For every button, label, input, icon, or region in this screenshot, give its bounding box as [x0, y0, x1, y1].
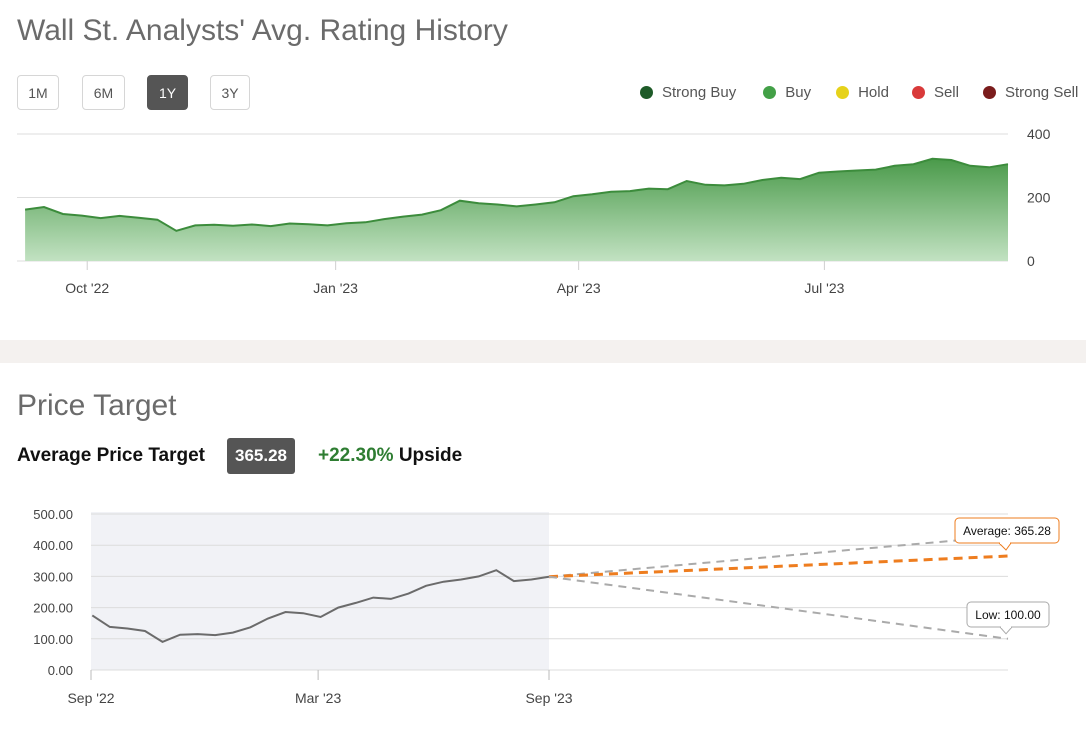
hold-dot-icon	[836, 86, 850, 99]
x-tick-label: Sep '22	[67, 690, 114, 706]
label-pointer	[998, 626, 1014, 635]
label-pointer-mask	[1000, 541, 1010, 544]
y-tick-label: 300.00	[33, 569, 73, 584]
legend-hold[interactable]: Hold	[836, 84, 889, 101]
x-tick-label: Oct '22	[65, 280, 109, 296]
y-tick-label: 400	[1027, 126, 1051, 142]
range-button-1y[interactable]: 1Y	[147, 75, 188, 110]
upside-text: +22.30% Upside	[318, 445, 462, 467]
legend-label: Sell	[933, 84, 959, 101]
upside-percent: +22.30%	[318, 445, 394, 466]
x-tick-label: Sep '23	[525, 690, 572, 706]
rating-history-title: Wall St. Analysts' Avg. Rating History	[17, 14, 508, 47]
average-target-text: Average: 365.28	[963, 524, 1051, 538]
range-button-1m[interactable]: 1M	[17, 75, 59, 110]
y-tick-label: 0	[1027, 253, 1035, 269]
price-history-line	[91, 569, 550, 644]
strong-sell-dot-icon	[982, 86, 996, 99]
average-price-target-value: 365.28	[227, 438, 295, 474]
average-price-target-label: Average Price Target	[17, 445, 205, 466]
legend-label: Strong Sell	[1004, 84, 1079, 101]
sell-dot-icon	[911, 86, 925, 99]
y-tick-label: 200	[1027, 190, 1051, 206]
range-button-6m[interactable]: 6M	[82, 75, 125, 110]
low-target-text: Low: 100.00	[975, 608, 1041, 622]
legend-label: Hold	[858, 84, 889, 101]
x-tick-label: Jul '23	[804, 280, 844, 296]
legend-strong-sell[interactable]: Strong Sell	[982, 84, 1079, 101]
y-tick-label: 500.00	[33, 507, 73, 522]
y-tick-label: 0.00	[48, 663, 73, 678]
x-tick-label: Mar '23	[295, 690, 341, 706]
legend-sell[interactable]: Sell	[911, 84, 959, 101]
legend-strong-buy[interactable]: Strong Buy	[640, 84, 736, 101]
upside-word: Upside	[398, 445, 463, 466]
projection-high-line	[548, 534, 1009, 578]
range-button-3y[interactable]: 3Y	[210, 75, 250, 110]
rating-area-fill	[25, 158, 1009, 261]
y-tick-label: 100.00	[33, 632, 73, 647]
x-tick-label: Apr '23	[557, 280, 601, 296]
strong-buy-dot-icon	[640, 86, 653, 99]
legend-label: Strong Buy	[662, 84, 737, 101]
price-target-title: Price Target	[17, 389, 177, 422]
legend-label: Buy	[785, 84, 812, 101]
projection-average-line	[548, 554, 1009, 579]
section-divider	[0, 340, 1086, 363]
x-tick-label: Jan '23	[313, 280, 358, 296]
rating-history-chart: 400 200 0 Oct '22 Jan '23 Apr '23 Jul '23	[17, 126, 1051, 296]
rating-series-line	[24, 157, 1009, 232]
label-pointer	[997, 542, 1012, 551]
y-tick-label: 400.00	[33, 538, 73, 553]
buy-dot-icon	[763, 86, 777, 99]
history-region	[91, 512, 549, 670]
rating-legend: Strong Buy Buy Hold Sell Strong Sell	[640, 84, 1078, 101]
average-target-label: Average: 365.28	[954, 517, 1060, 551]
y-tick-label: 200.00	[33, 601, 73, 616]
projection-low-line	[548, 575, 1009, 640]
legend-buy[interactable]: Buy	[763, 84, 811, 101]
label-pointer-mask	[1001, 625, 1011, 628]
low-target-label: Low: 100.00	[966, 601, 1050, 635]
